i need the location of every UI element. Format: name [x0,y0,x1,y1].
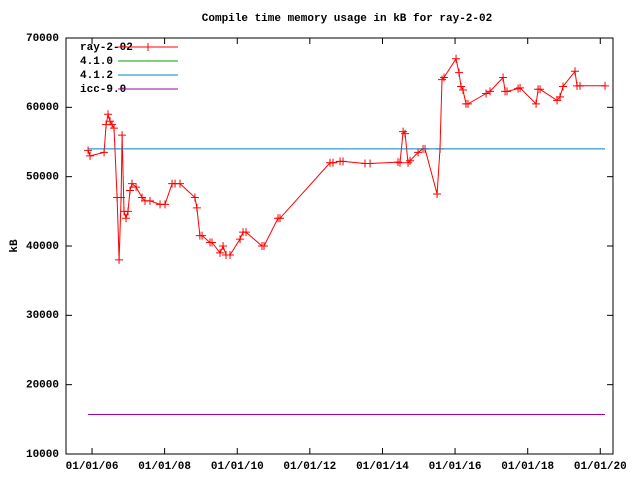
point-marker [219,242,228,250]
point-marker [190,193,199,202]
point-marker [556,92,565,101]
point-marker [482,89,491,98]
point-marker [161,200,170,209]
point-marker [404,158,413,167]
point-marker [122,214,131,223]
point-marker [108,120,117,129]
legend-label: ray-2-02 [80,42,133,54]
point-marker [339,157,348,166]
point-marker [110,124,119,133]
legend-label: 4.1.0 [80,56,113,68]
point-marker [126,186,135,195]
point-marker [124,207,133,216]
point-marker [536,85,545,94]
point-marker [455,68,464,77]
point-marker [399,127,408,136]
point-marker [575,81,584,90]
point-marker [571,67,580,76]
point-marker [559,82,568,91]
point-marker [463,99,472,108]
x-tick-label: 01/01/20 [574,461,627,473]
y-tick-label: 30000 [26,310,59,322]
x-tick-label: 01/01/10 [211,461,264,473]
point-marker [406,156,415,165]
point-marker [438,75,447,84]
point-marker [459,86,468,94]
point-marker [532,99,541,108]
y-tick-label: 70000 [26,33,59,45]
point-marker [192,203,201,212]
point-marker [117,193,126,202]
point-marker [216,248,225,257]
point-marker [414,148,423,157]
point-marker [106,117,115,126]
point-marker [366,159,375,168]
x-tick-label: 01/01/18 [501,461,554,473]
y-tick-label: 10000 [26,449,59,461]
y-axis-label: kB [9,239,21,253]
point-marker [86,151,95,160]
point-marker [242,228,251,237]
x-tick-label: 01/01/12 [283,461,336,473]
point-marker [276,214,285,223]
point-marker [440,73,449,82]
point-marker [457,82,466,91]
point-marker [452,54,461,63]
point-marker [433,190,442,198]
point-marker [395,158,404,167]
plot-border [65,37,614,455]
point-marker [503,87,512,96]
point-marker [198,231,207,240]
point-marker [104,110,113,119]
point-marker [393,158,402,167]
point-marker [514,84,523,93]
point-marker [499,73,508,82]
point-marker [115,255,124,264]
x-tick-label: 01/01/16 [429,461,482,473]
point-marker [84,146,93,155]
x-tick-label: 01/01/14 [356,461,409,473]
chart-title: Compile time memory usage in kB for ray-… [202,13,492,25]
point-marker [328,158,337,167]
point-marker [236,235,245,244]
x-tick-label: 01/01/06 [66,461,119,473]
point-marker [516,83,525,92]
y-tick-label: 50000 [26,172,59,184]
point-marker [208,238,217,247]
point-marker [128,179,137,188]
point-marker [145,196,154,205]
point-marker [486,87,495,96]
x-tick-label: 01/01/08 [138,461,191,473]
y-tick-label: 20000 [26,380,59,392]
point-marker [601,81,610,90]
point-marker [118,131,127,140]
point-marker [401,129,410,138]
y-tick-label: 60000 [26,102,59,114]
legend-label: 4.1.2 [80,70,113,82]
point-marker [226,251,235,260]
legend-label: icc-9.0 [80,84,126,96]
point-marker [132,183,141,192]
point-marker [260,242,269,250]
y-tick-label: 40000 [26,241,59,253]
point-marker [100,148,109,157]
point-marker [176,179,185,188]
legend-marker [144,43,152,51]
